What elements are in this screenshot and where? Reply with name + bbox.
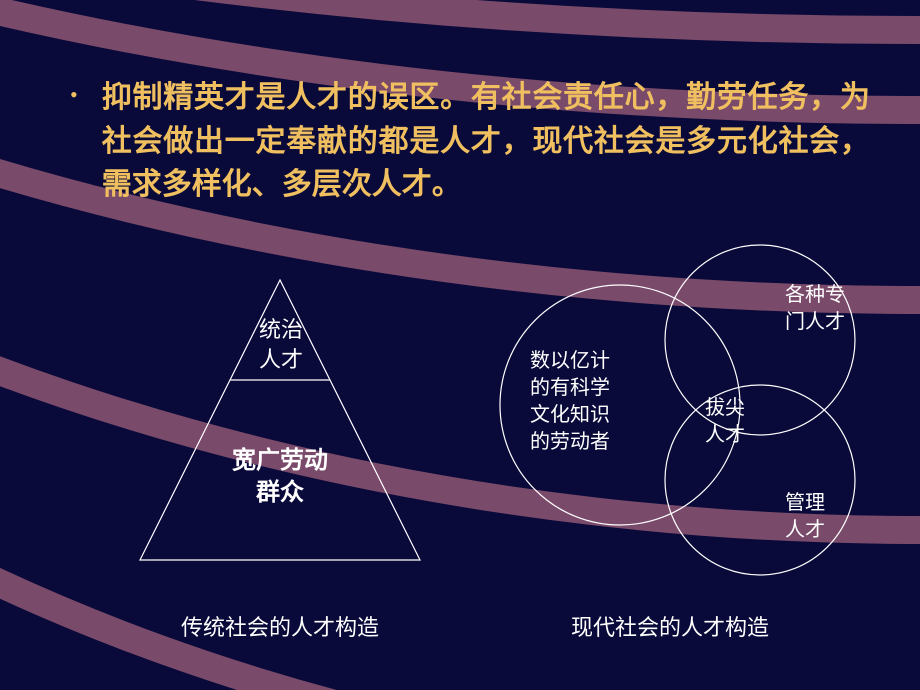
venn-label-center: 拔尖人才 xyxy=(700,395,750,449)
triangle-top-label: 统治人才 xyxy=(258,315,304,374)
content-layer: • 抑制精英才是人才的误区。有社会责任心，勤劳任务，为社会做出一定奉献的都是人才… xyxy=(0,0,920,690)
triangle-caption: 传统社会的人才构造 xyxy=(170,610,390,642)
diagram-svg xyxy=(0,0,920,690)
triangle-bottom-label: 宽广劳动群众 xyxy=(230,445,330,510)
venn-label-big: 数以亿计的有科学文化知识的劳动者 xyxy=(530,348,630,456)
venn-label-bottom: 管理人才 xyxy=(780,490,830,544)
venn-caption: 现代社会的人才构造 xyxy=(560,610,780,642)
slide-root: • 抑制精英才是人才的误区。有社会责任心，勤劳任务，为社会做出一定奉献的都是人才… xyxy=(0,0,920,690)
venn-label-top: 各种专门人才 xyxy=(780,282,850,336)
